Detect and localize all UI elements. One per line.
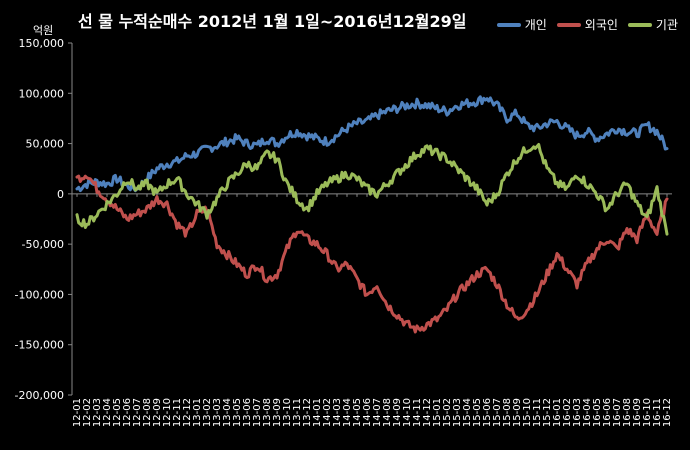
y-tick-label: 0 bbox=[57, 188, 64, 201]
x-tick-label: 13-04 bbox=[222, 398, 233, 427]
x-tick-label: 12-05 bbox=[112, 398, 123, 427]
x-tick-label: 16-10 bbox=[642, 398, 653, 427]
x-tick-label: 14-11 bbox=[412, 398, 423, 427]
x-tick-label: 14-01 bbox=[312, 398, 323, 427]
series-line-1 bbox=[75, 174, 669, 334]
x-tick-label: 12-12 bbox=[182, 398, 193, 427]
x-tick-label: 16-01 bbox=[552, 398, 563, 427]
x-tick-label: 13-05 bbox=[232, 398, 243, 427]
x-tick-label: 12-07 bbox=[132, 398, 143, 427]
y-axis-unit-label: 억원 bbox=[33, 24, 54, 37]
x-tick-label: 14-02 bbox=[322, 398, 333, 427]
x-tick-label: 15-06 bbox=[482, 398, 493, 427]
x-tick-label: 16-09 bbox=[632, 398, 643, 427]
legend-label: 기관 bbox=[655, 18, 678, 32]
x-tick-label: 15-05 bbox=[472, 398, 483, 427]
y-tick-label: -150,000 bbox=[15, 339, 64, 352]
x-tick-label: 15-07 bbox=[492, 398, 503, 427]
legend-swatch bbox=[627, 22, 652, 27]
x-tick-label: 14-08 bbox=[382, 398, 393, 427]
legend-swatch bbox=[496, 22, 521, 27]
x-tick-label: 15-10 bbox=[522, 398, 533, 427]
x-tick-label: 14-04 bbox=[342, 398, 353, 427]
x-tick-label: 16-05 bbox=[592, 398, 603, 427]
x-tick-label: 12-10 bbox=[162, 398, 173, 427]
y-tick-label: 150,000 bbox=[19, 37, 65, 50]
x-tick-label: 15-11 bbox=[532, 398, 543, 427]
x-tick-label: 16-08 bbox=[622, 398, 633, 427]
x-tick-label: 14-10 bbox=[402, 398, 413, 427]
x-tick-label: 16-07 bbox=[612, 398, 623, 427]
x-tick-label: 13-09 bbox=[272, 398, 283, 427]
x-tick-label: 14-06 bbox=[362, 398, 373, 427]
legend-label: 외국인 bbox=[584, 18, 618, 32]
x-tick-label: 15-03 bbox=[452, 398, 463, 427]
x-tick-label: 13-12 bbox=[302, 398, 313, 427]
x-tick-label: 16-03 bbox=[572, 398, 583, 427]
x-tick-label: 15-01 bbox=[432, 398, 443, 427]
y-tick-label: -100,000 bbox=[15, 288, 64, 301]
x-tick-label: 13-03 bbox=[212, 398, 223, 427]
x-tick-label: 16-06 bbox=[602, 398, 613, 427]
x-tick-label: 14-12 bbox=[422, 398, 433, 427]
x-tick-label: 15-02 bbox=[442, 398, 453, 427]
x-tick-label: 16-04 bbox=[582, 398, 593, 427]
x-tick-label: 12-02 bbox=[82, 398, 93, 427]
chart-title: 선 물 누적순매수 2012년 1월 1일~2016년12월29일 bbox=[78, 12, 467, 31]
legend: 개인 외국인 기관 bbox=[496, 16, 678, 33]
series-line-2 bbox=[75, 143, 669, 236]
x-tick-label: 15-04 bbox=[462, 398, 473, 427]
x-tick-label: 12-03 bbox=[92, 398, 103, 427]
x-tick-label: 13-06 bbox=[242, 398, 253, 427]
x-tick-label: 15-12 bbox=[542, 398, 553, 427]
y-tick-label: 50,000 bbox=[26, 138, 65, 151]
x-tick-label: 13-02 bbox=[202, 398, 213, 427]
x-tick-label: 13-07 bbox=[252, 398, 263, 427]
legend-item-individual: 개인 bbox=[496, 16, 547, 33]
x-tick-label: 16-12 bbox=[662, 398, 673, 427]
x-tick-label: 14-09 bbox=[392, 398, 403, 427]
legend-item-institution: 기관 bbox=[627, 16, 678, 33]
x-tick-label: 16-02 bbox=[562, 398, 573, 427]
series-line-0 bbox=[75, 95, 669, 193]
y-tick-label: -50,000 bbox=[22, 238, 64, 251]
x-tick-label: 14-05 bbox=[352, 398, 363, 427]
x-tick-label: 13-08 bbox=[262, 398, 273, 427]
x-tick-label: 16-11 bbox=[652, 398, 663, 427]
x-tick-label: 12-11 bbox=[172, 398, 183, 427]
x-tick-label: 12-08 bbox=[142, 398, 153, 427]
x-tick-label: 15-09 bbox=[512, 398, 523, 427]
x-tick-label: 12-01 bbox=[72, 398, 83, 427]
x-tick-label: 14-03 bbox=[332, 398, 343, 427]
x-tick-label: 12-04 bbox=[102, 398, 113, 427]
x-tick-label: 12-06 bbox=[122, 398, 133, 427]
legend-swatch bbox=[556, 22, 581, 27]
x-tick-label: 15-08 bbox=[502, 398, 513, 427]
x-tick-label: 13-10 bbox=[282, 398, 293, 427]
y-tick-label: -200,000 bbox=[15, 389, 64, 402]
legend-label: 개인 bbox=[524, 18, 547, 32]
y-tick-label: 100,000 bbox=[19, 87, 65, 100]
legend-item-foreign: 외국인 bbox=[556, 16, 618, 33]
x-tick-label: 14-07 bbox=[372, 398, 383, 427]
x-tick-label: 13-01 bbox=[192, 398, 203, 427]
x-tick-label: 12-09 bbox=[152, 398, 163, 427]
x-tick-label: 13-11 bbox=[292, 398, 303, 427]
